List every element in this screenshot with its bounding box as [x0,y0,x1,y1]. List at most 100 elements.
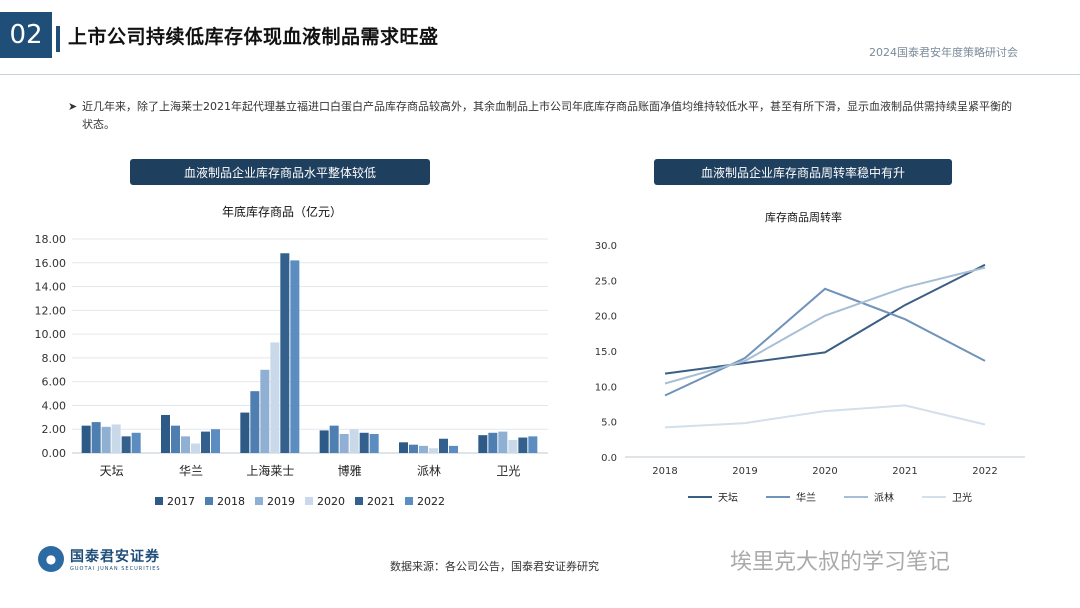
bar-2017-卫光 [478,435,488,453]
y-tick-label: 6.00 [42,376,67,389]
bar-chart-title: 年底库存商品（亿元） [222,205,343,219]
bar-2020-卫光 [508,439,518,453]
logo-icon: ● [38,546,64,572]
bar-2018-天坛 [91,422,101,453]
y-tick-label: 30.0 [595,241,617,252]
legend-swatch-2017 [155,497,163,505]
legend-label: 派林 [874,491,894,504]
series-line-卫光 [664,404,986,429]
logo-name-cn: 国泰君安证券 [70,549,160,565]
bar-2018-华兰 [171,425,180,453]
page-title: 上市公司持续低库存体现血液制品需求旺盛 [68,26,439,48]
legend-label: 2022 [417,495,445,508]
legend-label: 2018 [217,495,245,508]
bar-2017-派林 [399,442,408,453]
y-tick-label: 2.00 [42,423,67,436]
y-tick-label: 4.00 [42,399,67,412]
x-tick-label: 博雅 [338,463,362,478]
title-accent-bar [56,26,60,52]
y-tick-label: 14.00 [35,281,67,294]
bar-2020-上海莱士 [270,342,280,453]
y-tick-label: 20.0 [595,312,617,323]
event-watermark: 2024国泰君安年度策略研讨会 [869,46,1018,59]
legend-swatch-2020 [305,497,313,505]
y-tick-label: 16.00 [35,257,67,270]
y-tick-label: 12.00 [35,304,67,317]
bar-2020-天坛 [111,424,121,453]
series-line-天坛 [664,263,986,375]
legend-swatch-2018 [205,497,213,505]
bar-2022-上海莱士 [290,260,300,453]
bar-2019-上海莱士 [260,369,270,453]
bar-2017-博雅 [319,430,329,453]
bar-2018-博雅 [329,425,339,453]
legend-swatch-2021 [355,497,363,505]
x-tick-label: 派林 [417,464,441,478]
bar-2018-卫光 [488,432,498,453]
data-source: 数据来源：各公司公告，国泰君安证券研究 [390,560,599,573]
x-tick-label: 天坛 [100,464,124,478]
x-tick-label: 上海莱士 [246,463,294,478]
y-tick-label: 5.0 [601,418,617,429]
x-tick-label: 2020 [812,466,837,477]
bar-2017-天坛 [81,425,91,453]
legend-label: 华兰 [796,491,816,504]
y-tick-label: 15.0 [595,347,617,358]
left-chart-pill: 血液制品企业库存商品水平整体较低 [130,159,430,185]
bar-2019-卫光 [498,431,508,453]
bar-chart: 0.00 2.00 4.00 6.00 8.00 10.00 12.00 14.00 16.00… [35,233,548,508]
y-tick-label: 18.00 [35,233,67,246]
bullet-paragraph: ➤ 近几年来，除了上海莱士2021年起代理基立福进口白蛋白产品库存商品较高外，其… [68,98,1012,134]
bar-2021-派林 [439,438,448,453]
legend-label: 天坛 [718,492,738,504]
x-tick-label: 华兰 [179,464,203,478]
legend-label: 2021 [367,495,395,508]
bullet-text: 近几年来，除了上海莱士2021年起代理基立福进口白蛋白产品库存商品较高外，其余血… [82,100,1012,131]
line-chart-title: 库存商品周转率 [765,211,842,224]
bar-2019-华兰 [181,436,190,453]
bar-2022-派林 [449,445,458,453]
bar-2019-博雅 [339,433,349,453]
bullet-arrow-icon: ➤ [68,100,78,113]
bar-2021-华兰 [201,431,210,453]
x-tick-label: 2021 [892,466,917,477]
series-line-华兰 [664,287,986,397]
bar-2021-卫光 [518,437,528,453]
legend-label: 2019 [267,495,295,508]
bar-2021-天坛 [121,436,131,453]
y-tick-label: 25.0 [595,276,617,287]
x-tick-label: 2019 [732,466,757,477]
y-tick-label: 0.0 [601,453,617,464]
y-tick-label: 10.0 [595,382,617,393]
bar-2022-华兰 [211,429,220,453]
y-tick-label: 0.00 [42,447,67,460]
y-tick-label: 8.00 [42,352,67,365]
bar-2020-博雅 [349,429,359,453]
company-logo: ● 国泰君安证券 GUOTAI JUNAN SECURITIES [38,546,161,572]
y-tick-label: 10.00 [35,328,67,341]
legend-label: 2020 [317,495,345,508]
bar-2019-天坛 [101,426,111,453]
bar-2018-上海莱士 [250,391,260,453]
logo-name-en: GUOTAI JUNAN SECURITIES [70,566,161,572]
bar-2022-天坛 [131,432,141,453]
section-number: 02 [0,12,52,58]
header-divider [0,74,1080,75]
line-chart: 0.0 5.0 10.0 15.0 20.0 25.0 30.0 2018 2019 2020 20… [595,241,1025,504]
bar-2022-博雅 [369,433,379,453]
x-tick-label: 2018 [652,466,677,477]
bar-2020-派林 [429,448,438,453]
bar-2018-派林 [409,444,418,453]
legend-label: 卫光 [952,491,972,504]
bar-2021-上海莱士 [280,253,290,453]
bar-2021-博雅 [359,432,369,453]
x-tick-label: 卫光 [496,464,520,478]
bar-2017-华兰 [161,414,170,453]
bar-2022-卫光 [528,436,538,453]
legend-swatch-2022 [405,497,413,505]
wechat-watermark: 埃里克大叔的学习笔记 [730,550,951,575]
right-chart-pill: 血液制品企业库存商品周转率稳中有升 [654,159,952,185]
legend-swatch-2019 [255,497,263,505]
legend-label: 2017 [167,495,195,508]
bar-2019-派林 [419,445,428,453]
